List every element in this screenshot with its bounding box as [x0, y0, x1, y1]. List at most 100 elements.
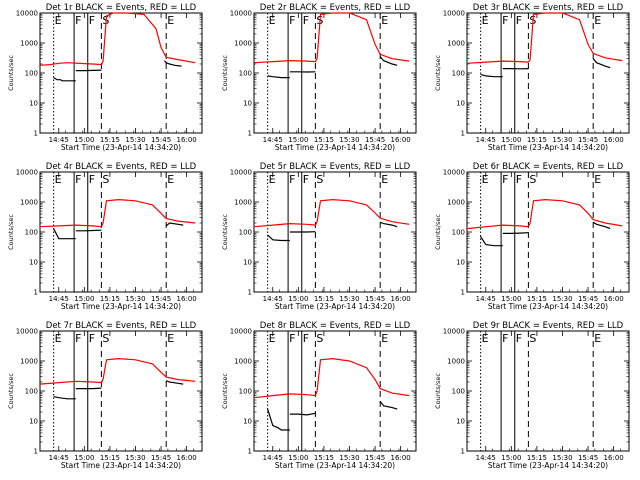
- chart-title: Det 7r BLACK = Events, RED = LLD: [46, 321, 197, 331]
- x-tick-label: 15:00: [74, 454, 94, 462]
- chart-panel-2: Det 2r BLACK = Events, RED = LLD 1 10 100 10…: [221, 3, 417, 152]
- x-tick-label: 16:00: [604, 136, 624, 144]
- chart-title: Det 4r BLACK = Events, RED = LLD: [46, 162, 197, 172]
- y-tick-label: 10: [29, 259, 38, 267]
- events-line: [289, 412, 316, 416]
- x-tick-label: 15:00: [74, 136, 94, 144]
- x-tick-label: 16:00: [177, 454, 197, 462]
- lld-line: [253, 198, 410, 228]
- marker-label-f: F: [289, 173, 295, 186]
- x-tick-label: 16:00: [391, 295, 411, 303]
- marker-label-f: F: [303, 14, 309, 27]
- y-axis-label: Counts/sec: [221, 55, 229, 91]
- marker-label-f: F: [516, 332, 522, 345]
- marker-label-f: F: [75, 332, 81, 345]
- x-tick-label: 15:30: [339, 136, 359, 144]
- x-tick-label: 15:45: [151, 136, 171, 144]
- chart-title: Det 2r BLACK = Events, RED = LLD: [260, 3, 411, 13]
- x-tick-label: 15:30: [552, 136, 572, 144]
- chart-title: Det 8r BLACK = Events, RED = LLD: [260, 321, 411, 331]
- marker-label-f: F: [89, 173, 95, 186]
- y-axis-label: Counts/sec: [221, 373, 229, 409]
- x-tick-label: 14:45: [49, 136, 69, 144]
- x-tick-label: 15:15: [314, 454, 334, 462]
- x-tick-label: 15:00: [74, 295, 94, 303]
- y-tick-label: 10000: [16, 10, 38, 18]
- marker-label-e: E: [482, 14, 489, 27]
- y-axis-label: Counts/sec: [434, 55, 442, 91]
- x-tick-label: 14:45: [476, 454, 496, 462]
- x-tick-label: 14:45: [263, 295, 283, 303]
- y-axis-label: Counts/sec: [434, 373, 442, 409]
- marker-label-e: E: [482, 332, 489, 345]
- plot-frame: [253, 330, 417, 452]
- y-tick-label: 10000: [443, 328, 465, 336]
- lld-line: [39, 357, 196, 385]
- events-line: [379, 401, 398, 410]
- x-axis-label: Start Time (23-Apr-14 14:34:20): [61, 302, 181, 311]
- marker-label-e: E: [594, 332, 601, 345]
- marker-label-s: S: [529, 332, 536, 345]
- marker-label-e: E: [269, 14, 276, 27]
- lld-line: [466, 198, 623, 230]
- y-axis-label: Counts/sec: [221, 214, 229, 250]
- y-tick-label: 100: [239, 70, 252, 78]
- x-tick-label: 15:45: [578, 136, 598, 144]
- x-tick-label: 15:45: [151, 295, 171, 303]
- events-line: [592, 58, 611, 69]
- x-tick-label: 15:45: [365, 295, 385, 303]
- x-tick-label: 15:00: [501, 136, 521, 144]
- marker-label-s: S: [316, 173, 323, 186]
- y-tick-label: 10000: [16, 169, 38, 177]
- x-axis-label: Start Time (23-Apr-14 14:34:20): [488, 302, 608, 311]
- y-tick-label: 10000: [230, 169, 252, 177]
- y-tick-label: 1: [248, 289, 252, 297]
- events-line: [75, 69, 102, 72]
- plot-frame: [466, 12, 630, 134]
- marker-label-f: F: [303, 173, 309, 186]
- events-line: [592, 221, 611, 230]
- chart-title: Det 6r BLACK = Events, RED = LLD: [473, 162, 624, 172]
- events-line: [379, 56, 398, 66]
- marker-label-f: F: [516, 173, 522, 186]
- marker-label-e: E: [269, 173, 276, 186]
- y-tick-label: 1000: [447, 358, 465, 366]
- y-tick-label: 100: [25, 70, 38, 78]
- events-line: [480, 73, 503, 78]
- marker-label-e: E: [381, 14, 388, 27]
- marker-label-e: E: [594, 14, 601, 27]
- x-tick-label: 15:45: [365, 136, 385, 144]
- marker-label-e: E: [55, 332, 62, 345]
- chart-title: Det 1r BLACK = Events, RED = LLD: [46, 3, 197, 13]
- marker-label-e: E: [167, 14, 174, 27]
- x-tick-label: 15:00: [288, 454, 308, 462]
- lld-line: [39, 198, 196, 228]
- chart-panel-5: Det 5r BLACK = Events, RED = LLD 1 10 100 10…: [221, 162, 417, 311]
- events-line: [53, 77, 76, 82]
- plot-frame: [253, 171, 417, 293]
- y-tick-label: 10: [456, 418, 465, 426]
- chart-panel-6: Det 6r BLACK = Events, RED = LLD 1 10 100 10…: [434, 162, 630, 311]
- events-line: [165, 380, 184, 385]
- marker-label-f: F: [502, 14, 508, 27]
- x-tick-label: 14:45: [263, 136, 283, 144]
- y-tick-label: 10000: [443, 10, 465, 18]
- x-tick-label: 15:30: [339, 454, 359, 462]
- y-tick-label: 10: [456, 259, 465, 267]
- marker-label-s: S: [102, 173, 109, 186]
- x-tick-label: 16:00: [391, 454, 411, 462]
- x-tick-label: 15:15: [527, 454, 547, 462]
- x-tick-label: 15:15: [527, 136, 547, 144]
- y-tick-label: 1000: [20, 40, 38, 48]
- events-line: [480, 236, 503, 247]
- x-tick-label: 15:30: [339, 295, 359, 303]
- x-tick-label: 16:00: [604, 295, 624, 303]
- x-tick-label: 14:45: [476, 295, 496, 303]
- x-tick-label: 15:30: [125, 295, 145, 303]
- x-tick-label: 16:00: [177, 295, 197, 303]
- events-line: [379, 221, 398, 228]
- marker-label-f: F: [289, 14, 295, 27]
- x-tick-label: 15:15: [100, 295, 120, 303]
- y-axis-label: Counts/sec: [7, 373, 15, 409]
